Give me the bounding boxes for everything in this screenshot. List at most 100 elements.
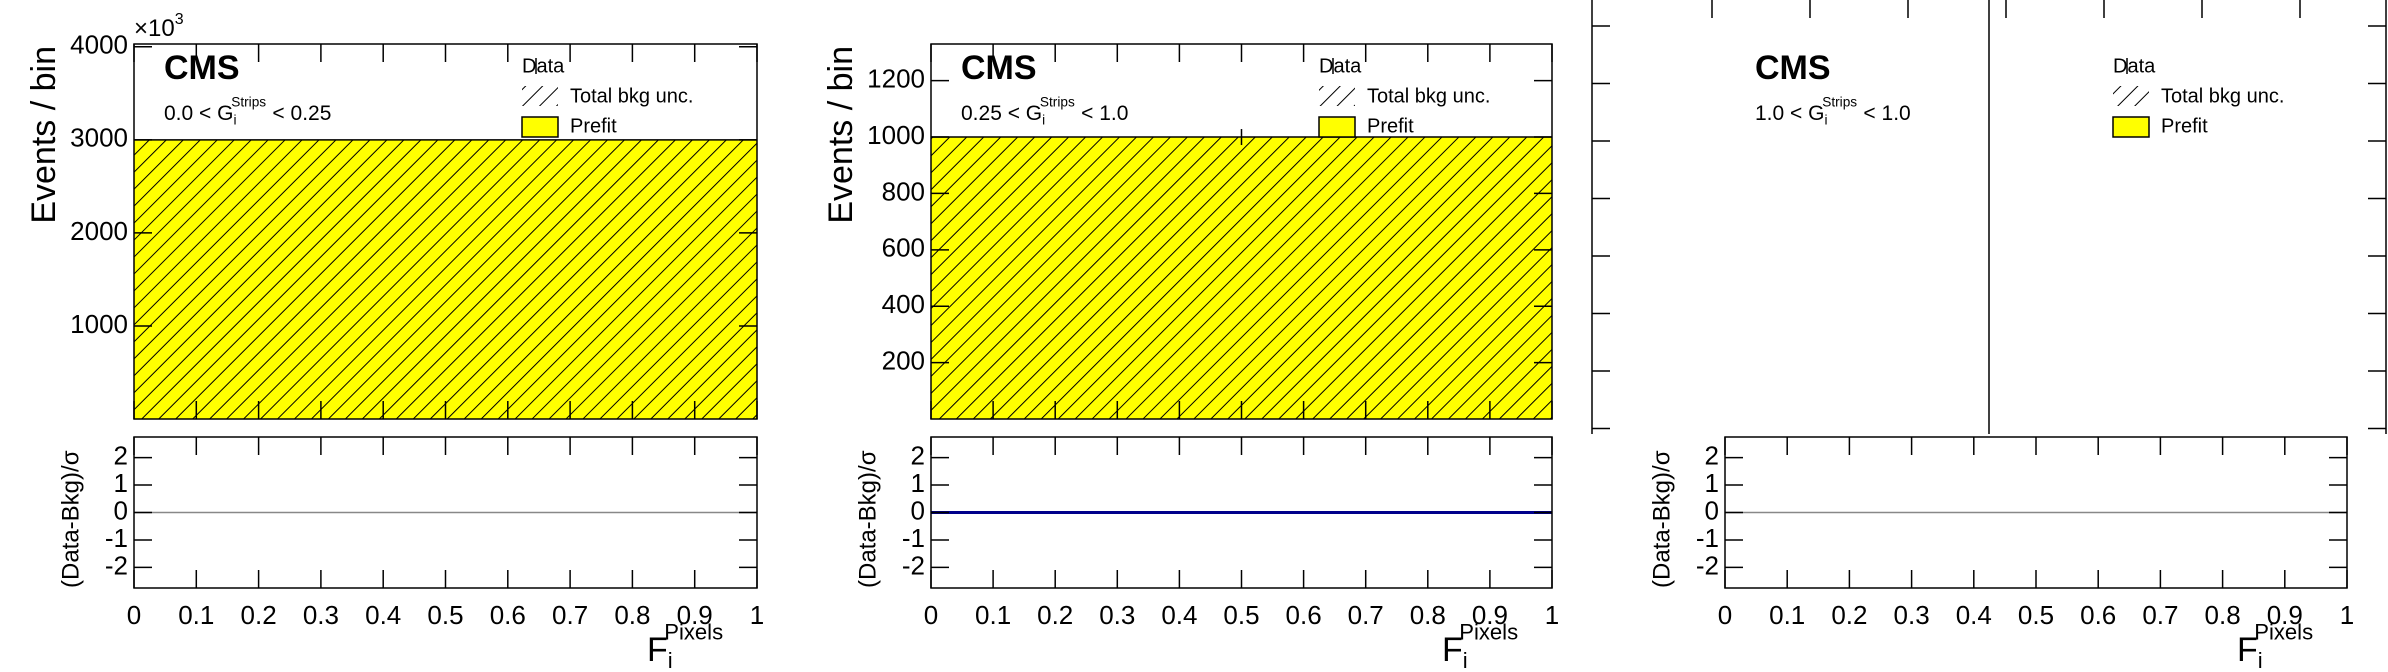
bkg-uncertainty [134, 139, 757, 419]
x-tick-label: 0.8 [2205, 600, 2241, 630]
ratio-tick-label: 0 [1705, 495, 1719, 525]
x-tick-label: 0.4 [365, 600, 401, 630]
text-main: 0.25 < G [961, 102, 1042, 125]
legend-label: Data [2113, 55, 2156, 77]
text-sub: i [668, 648, 673, 672]
ratio-axis-title: (Data-Bkg)/σ [1648, 450, 1675, 588]
ratio-tick-label: -1 [105, 523, 128, 553]
text-sub: i [1824, 112, 1827, 127]
legend-label: Total bkg unc. [1367, 85, 1490, 107]
legend-label: Prefit [2161, 115, 2208, 137]
x-tick-label: 0.5 [427, 600, 463, 630]
legend-label: Data [1319, 55, 1362, 77]
text-sup: Strips [1822, 94, 1857, 109]
x-tick-label: 0.1 [178, 600, 214, 630]
x-tick-label: 0.7 [552, 600, 588, 630]
x-tick-label: 0.4 [1161, 600, 1197, 630]
x-tick-label: 0.2 [241, 600, 277, 630]
x-tick-label: 0 [127, 600, 141, 630]
ratio-tick-label: 2 [911, 440, 925, 470]
legend-swatch [2112, 116, 2150, 138]
ratio-tick-label: -1 [1696, 523, 1719, 553]
legend-label: Prefit [1367, 115, 1414, 137]
x-axis-title: Fi Pixels [2237, 619, 2313, 672]
y-tick-label: 200 [882, 345, 925, 375]
text-sub: i [1042, 112, 1045, 127]
y-tick-label: 3000 [70, 123, 128, 153]
text-main: F [1442, 631, 1463, 669]
ratio-tick-label: -2 [902, 550, 925, 580]
x-tick-label: 0.8 [1410, 600, 1446, 630]
x-tick-label: 0.5 [1223, 600, 1259, 630]
ratio-tick-label: 0 [114, 495, 128, 525]
text-main: < 0.25 [272, 102, 331, 125]
text-sub: i [2258, 648, 2263, 672]
x-tick-label: 0.9 [2267, 600, 2303, 630]
y-tick-label: 1200 [867, 64, 925, 94]
legend-label: Total bkg unc. [570, 85, 693, 107]
y-tick-label: 600 [882, 233, 925, 263]
text-main: < 1.0 [1081, 102, 1128, 125]
x-tick-label: 1 [1545, 600, 1559, 630]
ratio-tick-label: 1 [911, 468, 925, 498]
x-tick-label: 0.1 [1769, 600, 1805, 630]
y-tick-label: 1000 [867, 120, 925, 150]
x-tick-label: 0 [924, 600, 938, 630]
ratio-tick-label: 0 [911, 495, 925, 525]
region-label: 0.25 < Gi Strips < 1.0 [961, 94, 1128, 127]
text-sub: i [233, 112, 236, 127]
text-main: F [2237, 631, 2258, 669]
text-main: 0.0 < G [164, 102, 233, 125]
x-tick-label: 0.2 [1037, 600, 1073, 630]
text-sup: Strips [231, 94, 266, 109]
legend-label: Data [522, 55, 565, 77]
x-tick-label: 0.9 [677, 600, 713, 630]
x-tick-label: 0.1 [975, 600, 1011, 630]
ratio-tick-label: 1 [114, 468, 128, 498]
ratio-tick-label: 1 [1705, 468, 1719, 498]
y-tick-label: 800 [882, 176, 925, 206]
y-tick-label: 4000 [70, 30, 128, 60]
ratio-axis-title: (Data-Bkg)/σ [57, 450, 84, 588]
x-tick-label: 0.8 [614, 600, 650, 630]
x-tick-label: 0.6 [490, 600, 526, 630]
legend-label: Total bkg unc. [2161, 85, 2284, 107]
ratio-tick-label: -2 [1696, 550, 1719, 580]
region-label: 1.0 < Gi Strips < 1.0 [1755, 94, 1911, 127]
region-label: 0.0 < Gi Strips < 0.25 [164, 94, 331, 127]
cms-label: CMS [164, 49, 240, 87]
text-sup: Pixels [1459, 619, 1518, 644]
ratio-tick-label: -2 [105, 550, 128, 580]
text-sup: Pixels [664, 619, 723, 644]
legend-label: Prefit [570, 115, 617, 137]
text-main: < 1.0 [1863, 102, 1910, 125]
y-multiplier: ×103 [134, 11, 184, 42]
x-tick-label: 0.7 [2142, 600, 2178, 630]
x-tick-label: 0.6 [2080, 600, 2116, 630]
legend-swatch [521, 116, 559, 138]
bkg-uncertainty [931, 137, 1552, 420]
ratio-axis-title: (Data-Bkg)/σ [854, 450, 881, 588]
x-tick-label: 0.2 [1831, 600, 1867, 630]
x-tick-label: 0.4 [1956, 600, 1992, 630]
ratio-tick-label: 2 [1705, 440, 1719, 470]
x-tick-label: 0.9 [1472, 600, 1508, 630]
x-tick-label: 0.3 [303, 600, 339, 630]
x-tick-label: 0.5 [2018, 600, 2054, 630]
text-main: F [647, 631, 668, 669]
ratio-tick-label: -1 [902, 523, 925, 553]
x-axis-title: Fi Pixels [647, 619, 723, 672]
text-sup: Pixels [2254, 619, 2313, 644]
ratio-tick-label: 2 [114, 440, 128, 470]
legend-swatch [1318, 116, 1356, 138]
text-main: 1.0 < G [1755, 102, 1824, 125]
text-sup: Strips [1040, 94, 1075, 109]
text-sup: 3 [175, 11, 184, 28]
x-axis-title: Fi Pixels [1442, 619, 1518, 672]
legend-swatch [522, 86, 558, 106]
x-tick-label: 0 [1718, 600, 1732, 630]
cms-label: CMS [961, 49, 1037, 87]
cms-label: CMS [1755, 49, 1831, 87]
y-tick-label: 2000 [70, 216, 128, 246]
